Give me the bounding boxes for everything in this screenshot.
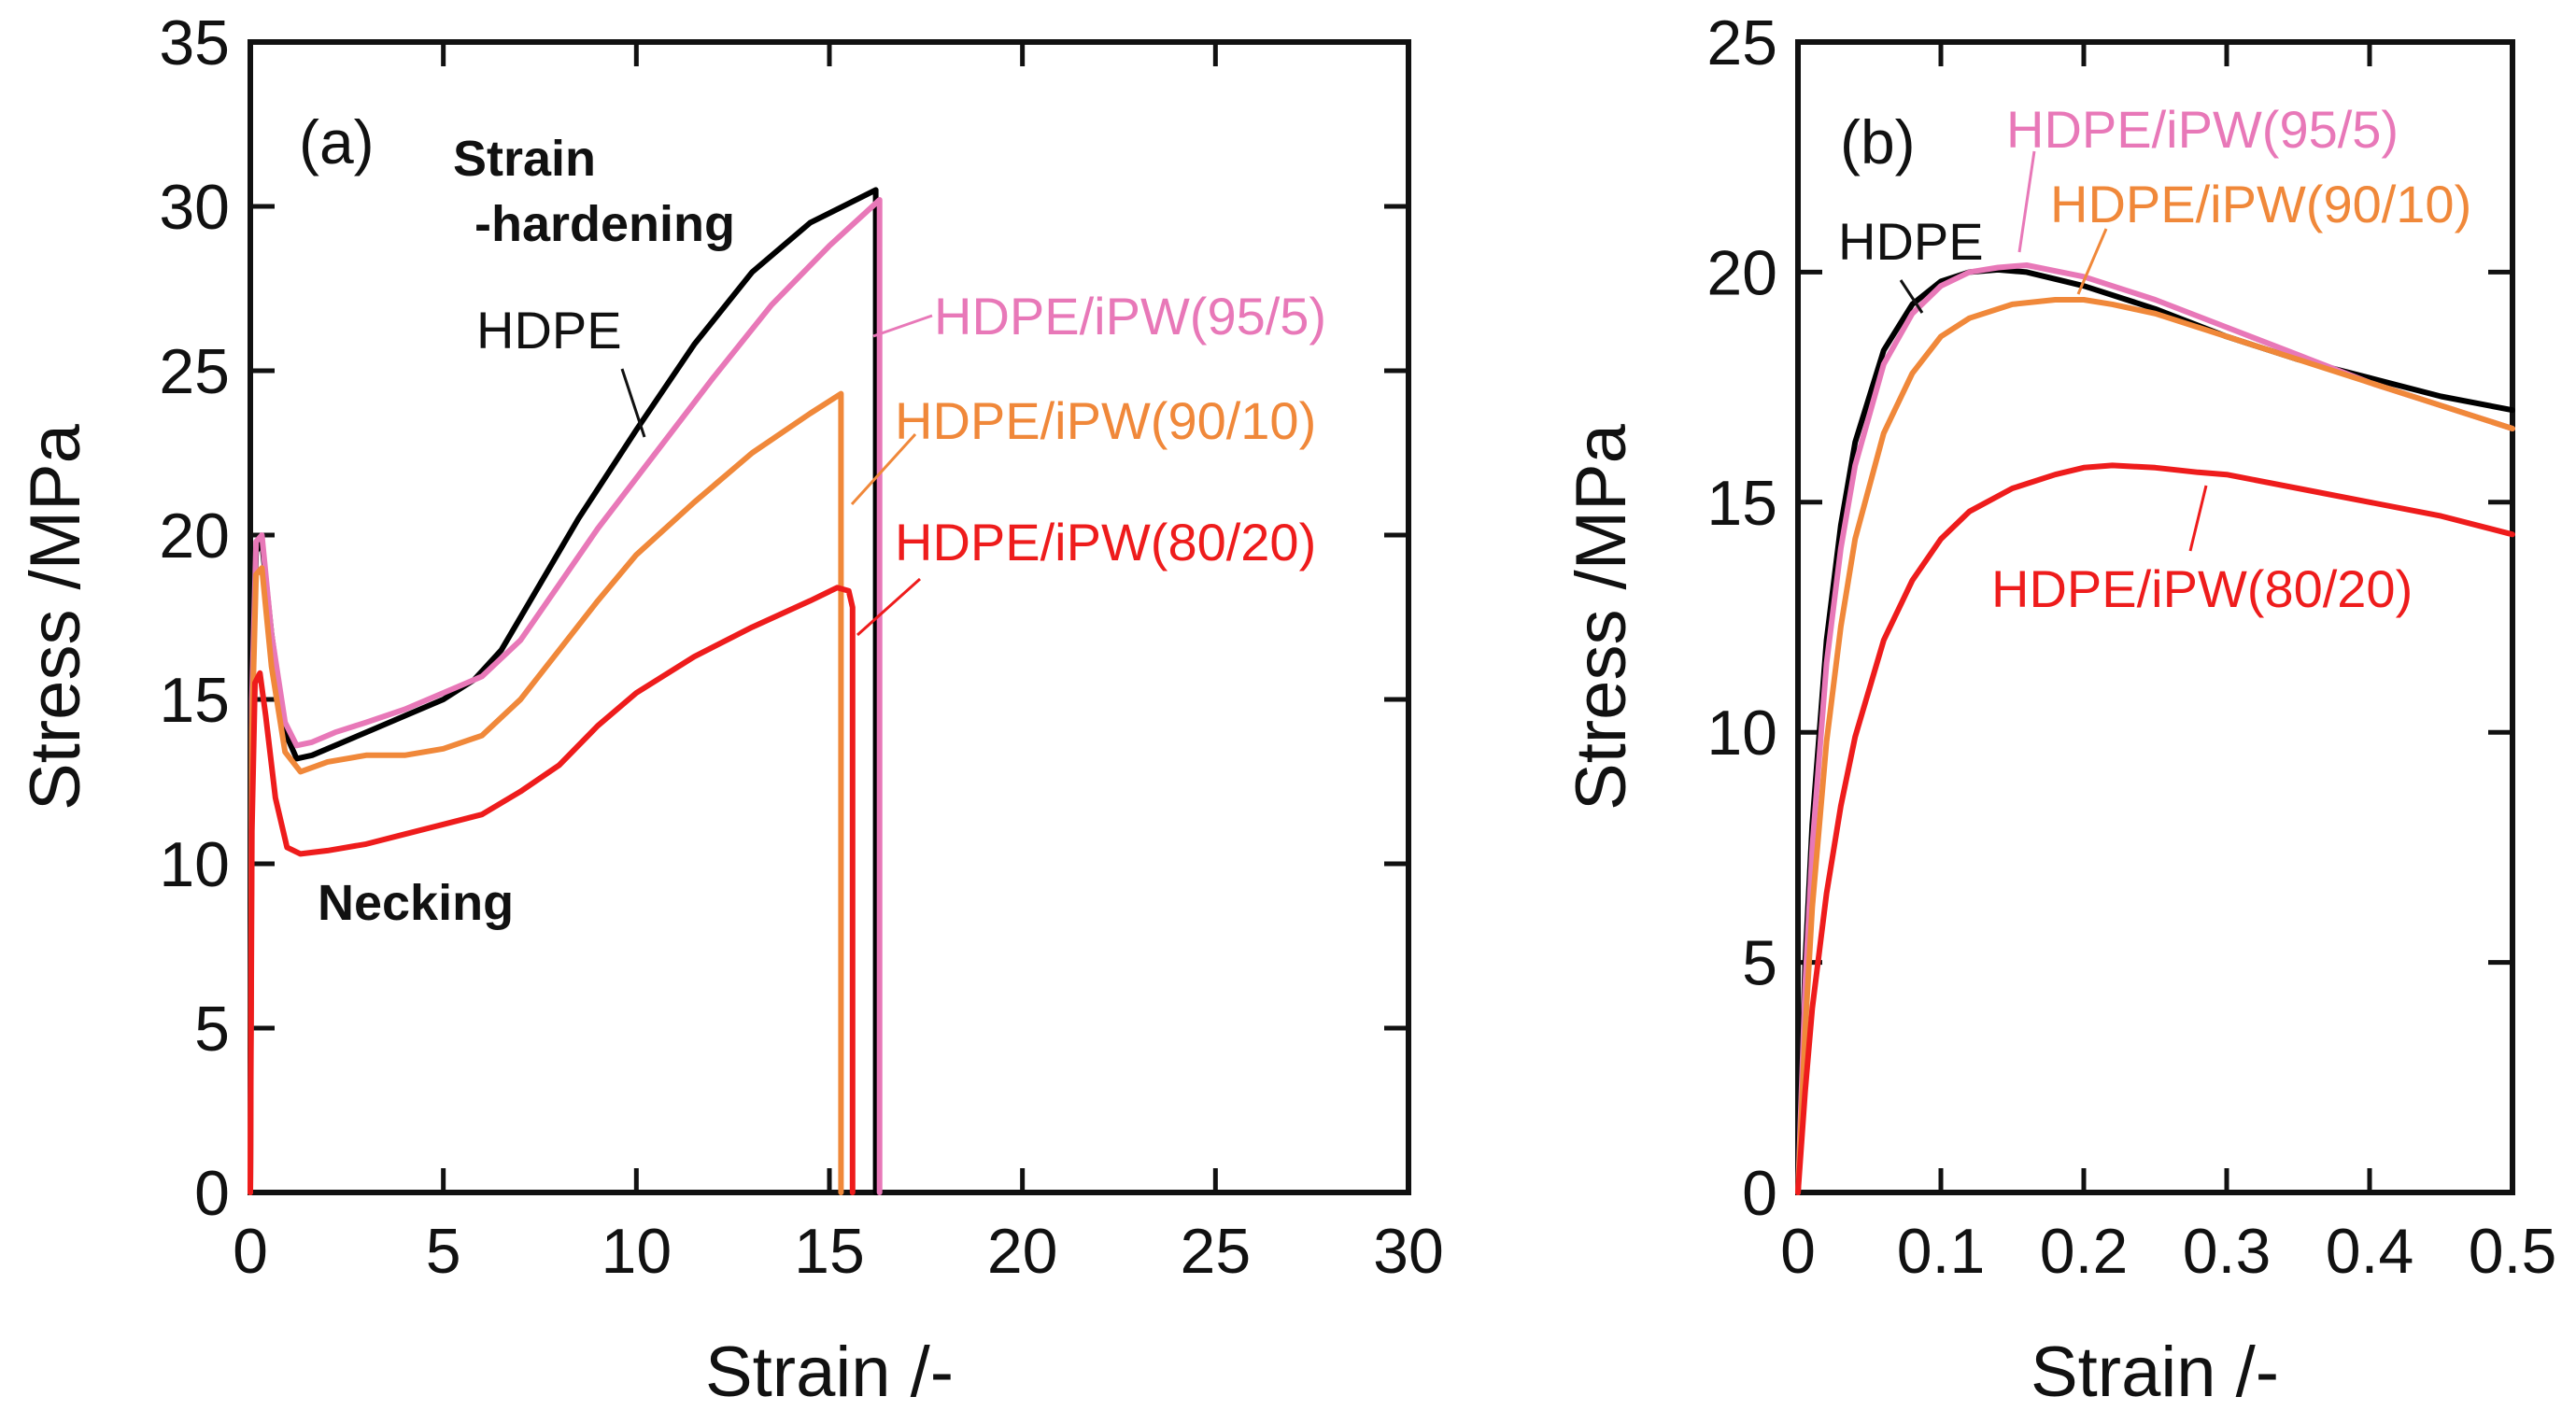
panel-label-a: (a) bbox=[299, 107, 375, 176]
y-tick-label-a-6: 30 bbox=[159, 172, 230, 243]
series-line-b-0 bbox=[1795, 266, 2515, 1195]
y-tick-label-b-5: 25 bbox=[1706, 7, 1777, 78]
y-tick-label-a-0: 0 bbox=[194, 1158, 230, 1229]
label-9010-a: HDPE/iPW(90/10) bbox=[895, 391, 1316, 450]
y-axis-label-b: Stress /MPa bbox=[1562, 423, 1641, 811]
x-tick-label-b-0: 0 bbox=[1780, 1216, 1816, 1287]
y-tick-label-a-1: 5 bbox=[194, 994, 230, 1065]
x-tick-label-a-6: 30 bbox=[1373, 1216, 1444, 1287]
series-line-a-3 bbox=[248, 585, 856, 1195]
series-line-a-1 bbox=[248, 197, 883, 1195]
y-tick-label-b-0: 0 bbox=[1742, 1158, 1777, 1229]
y-tick-label-b-2: 10 bbox=[1706, 698, 1777, 769]
x-tick-label-b-3: 0.3 bbox=[2183, 1216, 2272, 1287]
chart-a: 0 5 10 15 20 25 30 0 5 10 15 20 25 30 35 (a) Strain -h… bbox=[16, 7, 1444, 1412]
leader-8020-b bbox=[2188, 485, 2208, 552]
leader-hdpe-a bbox=[620, 368, 646, 438]
series-line-b-2 bbox=[1795, 297, 2515, 1195]
plot-frame-b bbox=[1795, 39, 2515, 1195]
y-tick-label-b-1: 5 bbox=[1742, 928, 1777, 999]
label-hdpe-b: HDPE bbox=[1838, 212, 1984, 271]
x-tick-label-a-0: 0 bbox=[233, 1216, 268, 1287]
x-tick-label-a-3: 15 bbox=[794, 1216, 865, 1287]
chart-b: 0 0.1 0.2 0.3 0.4 0.5 0 5 10 15 20 25 (b) HDPE HDPE… bbox=[1562, 7, 2556, 1412]
label-8020-b: HDPE/iPW(80/20) bbox=[1991, 559, 2413, 618]
panel-label-b: (b) bbox=[1840, 107, 1916, 176]
label-8020-a: HDPE/iPW(80/20) bbox=[895, 513, 1316, 571]
y-tick-label-b-4: 20 bbox=[1706, 237, 1777, 308]
annotation-strain: Strain bbox=[453, 131, 596, 187]
x-tick-label-b-2: 0.2 bbox=[2040, 1216, 2129, 1287]
x-axis-label-b: Strain /- bbox=[2031, 1333, 2279, 1412]
series-b bbox=[1795, 262, 2515, 1195]
y-tick-label-a-3: 15 bbox=[159, 665, 230, 736]
series-line-a-2 bbox=[248, 390, 844, 1195]
y-tick-label-a-4: 20 bbox=[159, 501, 230, 571]
leader-hdpe-b bbox=[1899, 279, 1924, 314]
x-tick-label-a-5: 25 bbox=[1181, 1216, 1252, 1287]
label-9010-b: HDPE/iPW(90/10) bbox=[2050, 175, 2471, 233]
x-tick-label-a-2: 10 bbox=[602, 1216, 672, 1287]
annotation-necking: Necking bbox=[318, 875, 514, 931]
ticks-a: 0 5 10 15 20 25 30 0 5 10 15 20 25 30 35 bbox=[159, 7, 1443, 1287]
y-tick-label-a-5: 25 bbox=[159, 336, 230, 407]
series-line-b-3 bbox=[1795, 462, 2515, 1195]
leader-9010-a bbox=[850, 432, 917, 506]
y-tick-label-a-7: 35 bbox=[159, 7, 230, 78]
label-9505-a: HDPE/iPW(95/5) bbox=[934, 287, 1326, 346]
label-9505-b: HDPE/iPW(95/5) bbox=[2006, 100, 2399, 159]
x-tick-label-b-4: 0.4 bbox=[2326, 1216, 2414, 1287]
y-tick-label-b-3: 15 bbox=[1706, 468, 1777, 539]
x-axis-label-a: Strain /- bbox=[705, 1333, 954, 1412]
label-hdpe-a: HDPE bbox=[476, 301, 622, 360]
x-tick-label-b-5: 0.5 bbox=[2469, 1216, 2557, 1287]
x-tick-label-a-1: 5 bbox=[426, 1216, 461, 1287]
annotation-hardening: -hardening bbox=[474, 196, 735, 252]
y-tick-label-a-2: 10 bbox=[159, 829, 230, 900]
leader-8020-a bbox=[856, 577, 922, 637]
y-axis-label-a: Stress /MPa bbox=[16, 423, 95, 811]
x-tick-label-b-1: 0.1 bbox=[1897, 1216, 1986, 1287]
series-a bbox=[248, 187, 883, 1195]
leader-9505-b bbox=[2017, 150, 2036, 253]
leader-9010-b bbox=[2076, 228, 2108, 295]
leader-9505-a bbox=[872, 314, 933, 338]
x-tick-label-a-4: 20 bbox=[987, 1216, 1058, 1287]
series-line-b-1 bbox=[1795, 262, 2515, 1195]
